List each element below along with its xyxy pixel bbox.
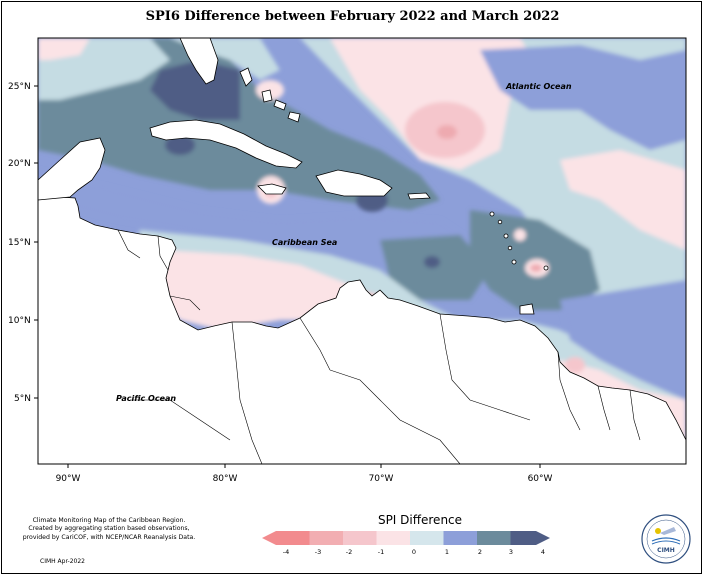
contour-dark-blue-florida xyxy=(150,60,240,120)
contour-blue-central-caribbean xyxy=(38,170,470,270)
credit-line-3: provided by CariCOF, with NCEP/NCAR Rean… xyxy=(22,533,196,541)
lon-tick-80: 80°W xyxy=(213,474,238,484)
contour-blue-northeast xyxy=(480,45,686,150)
lon-tick-90: 90°W xyxy=(56,474,81,484)
contour-blue-far-east xyxy=(640,55,686,120)
contour-dark-blue-cuba xyxy=(165,135,195,155)
map-border xyxy=(37,37,687,465)
land-florida xyxy=(179,38,219,85)
colorbar-arrow-right xyxy=(536,531,550,545)
colorbar-tick: 1 xyxy=(445,548,449,556)
lon-tick-60: 60°W xyxy=(528,474,553,484)
contour-blue-south-atlantic xyxy=(560,280,686,400)
land-central-south-america xyxy=(38,194,686,464)
lat-tick-5: 5°N xyxy=(14,394,31,404)
land-jamaica xyxy=(257,183,287,195)
credit-text: Climate Monitoring Map of the Caribbean … xyxy=(14,517,204,542)
label-pacific-ocean: Pacific Ocean xyxy=(116,394,176,403)
colorbar-segment-1 xyxy=(309,531,343,545)
label-caribbean-sea: Caribbean Sea xyxy=(272,238,337,247)
colorbar-segment-7 xyxy=(510,531,536,545)
colorbar-segment-5 xyxy=(443,531,477,545)
lat-tick-15: 15°N xyxy=(8,238,31,248)
land-puerto-rico xyxy=(407,192,431,200)
credit-line-2: Created by aggregating station based obs… xyxy=(28,525,190,533)
label-atlantic-ocean: Atlantic Ocean xyxy=(505,82,572,91)
colorbar-segment-3 xyxy=(376,531,410,545)
lat-tick-10: 10°N xyxy=(8,316,31,326)
land-cuba xyxy=(149,119,303,169)
colorbar-tick: -4 xyxy=(283,548,289,556)
colorbar-segment-0 xyxy=(276,531,310,545)
colorbar-tick: 4 xyxy=(541,548,545,556)
colorbar-tick: 3 xyxy=(509,548,513,556)
sun-icon xyxy=(655,528,661,534)
contour-teal-gulf xyxy=(38,38,440,210)
colorbar-tick: 2 xyxy=(478,548,482,556)
colorbar-tick: -1 xyxy=(378,548,384,556)
land-yucatan xyxy=(38,137,106,201)
lon-tick-70: 70°W xyxy=(369,474,394,484)
legend-title: SPI Difference xyxy=(377,513,463,527)
logo-text: CIMH xyxy=(657,547,675,554)
landmasses xyxy=(38,38,686,464)
lat-tick-20: 20°N xyxy=(8,159,31,169)
map-title: SPI6 Difference between February 2022 an… xyxy=(145,9,560,24)
colorbar-ticks: -4 -3 -2 -1 0 1 2 3 4 xyxy=(283,548,545,556)
colorbar xyxy=(262,531,550,545)
colorbar-segment-4 xyxy=(410,531,444,545)
latitude-axis: 25°N 20°N 15°N 10°N 5°N xyxy=(8,82,38,404)
colorbar-tick: -2 xyxy=(346,548,352,556)
contour-pink-east xyxy=(560,150,686,250)
colorbar-arrow-left xyxy=(262,531,276,545)
cimh-logo: CIMH xyxy=(641,514,691,564)
colorbar-tick: 0 xyxy=(412,548,416,556)
credit-date: CIMH Apr-2022 xyxy=(40,558,85,565)
colorbar-segment-6 xyxy=(477,531,511,545)
land-hispaniola xyxy=(315,169,393,197)
lat-tick-25: 25°N xyxy=(8,82,31,92)
country-borders xyxy=(117,229,641,464)
credit-line-1: Climate Monitoring Map of the Caribbean … xyxy=(32,517,186,524)
colorbar-tick: -3 xyxy=(315,548,321,556)
longitude-axis: 90°W 80°W 70°W 60°W xyxy=(56,464,553,484)
colorbar-segment-2 xyxy=(343,531,377,545)
